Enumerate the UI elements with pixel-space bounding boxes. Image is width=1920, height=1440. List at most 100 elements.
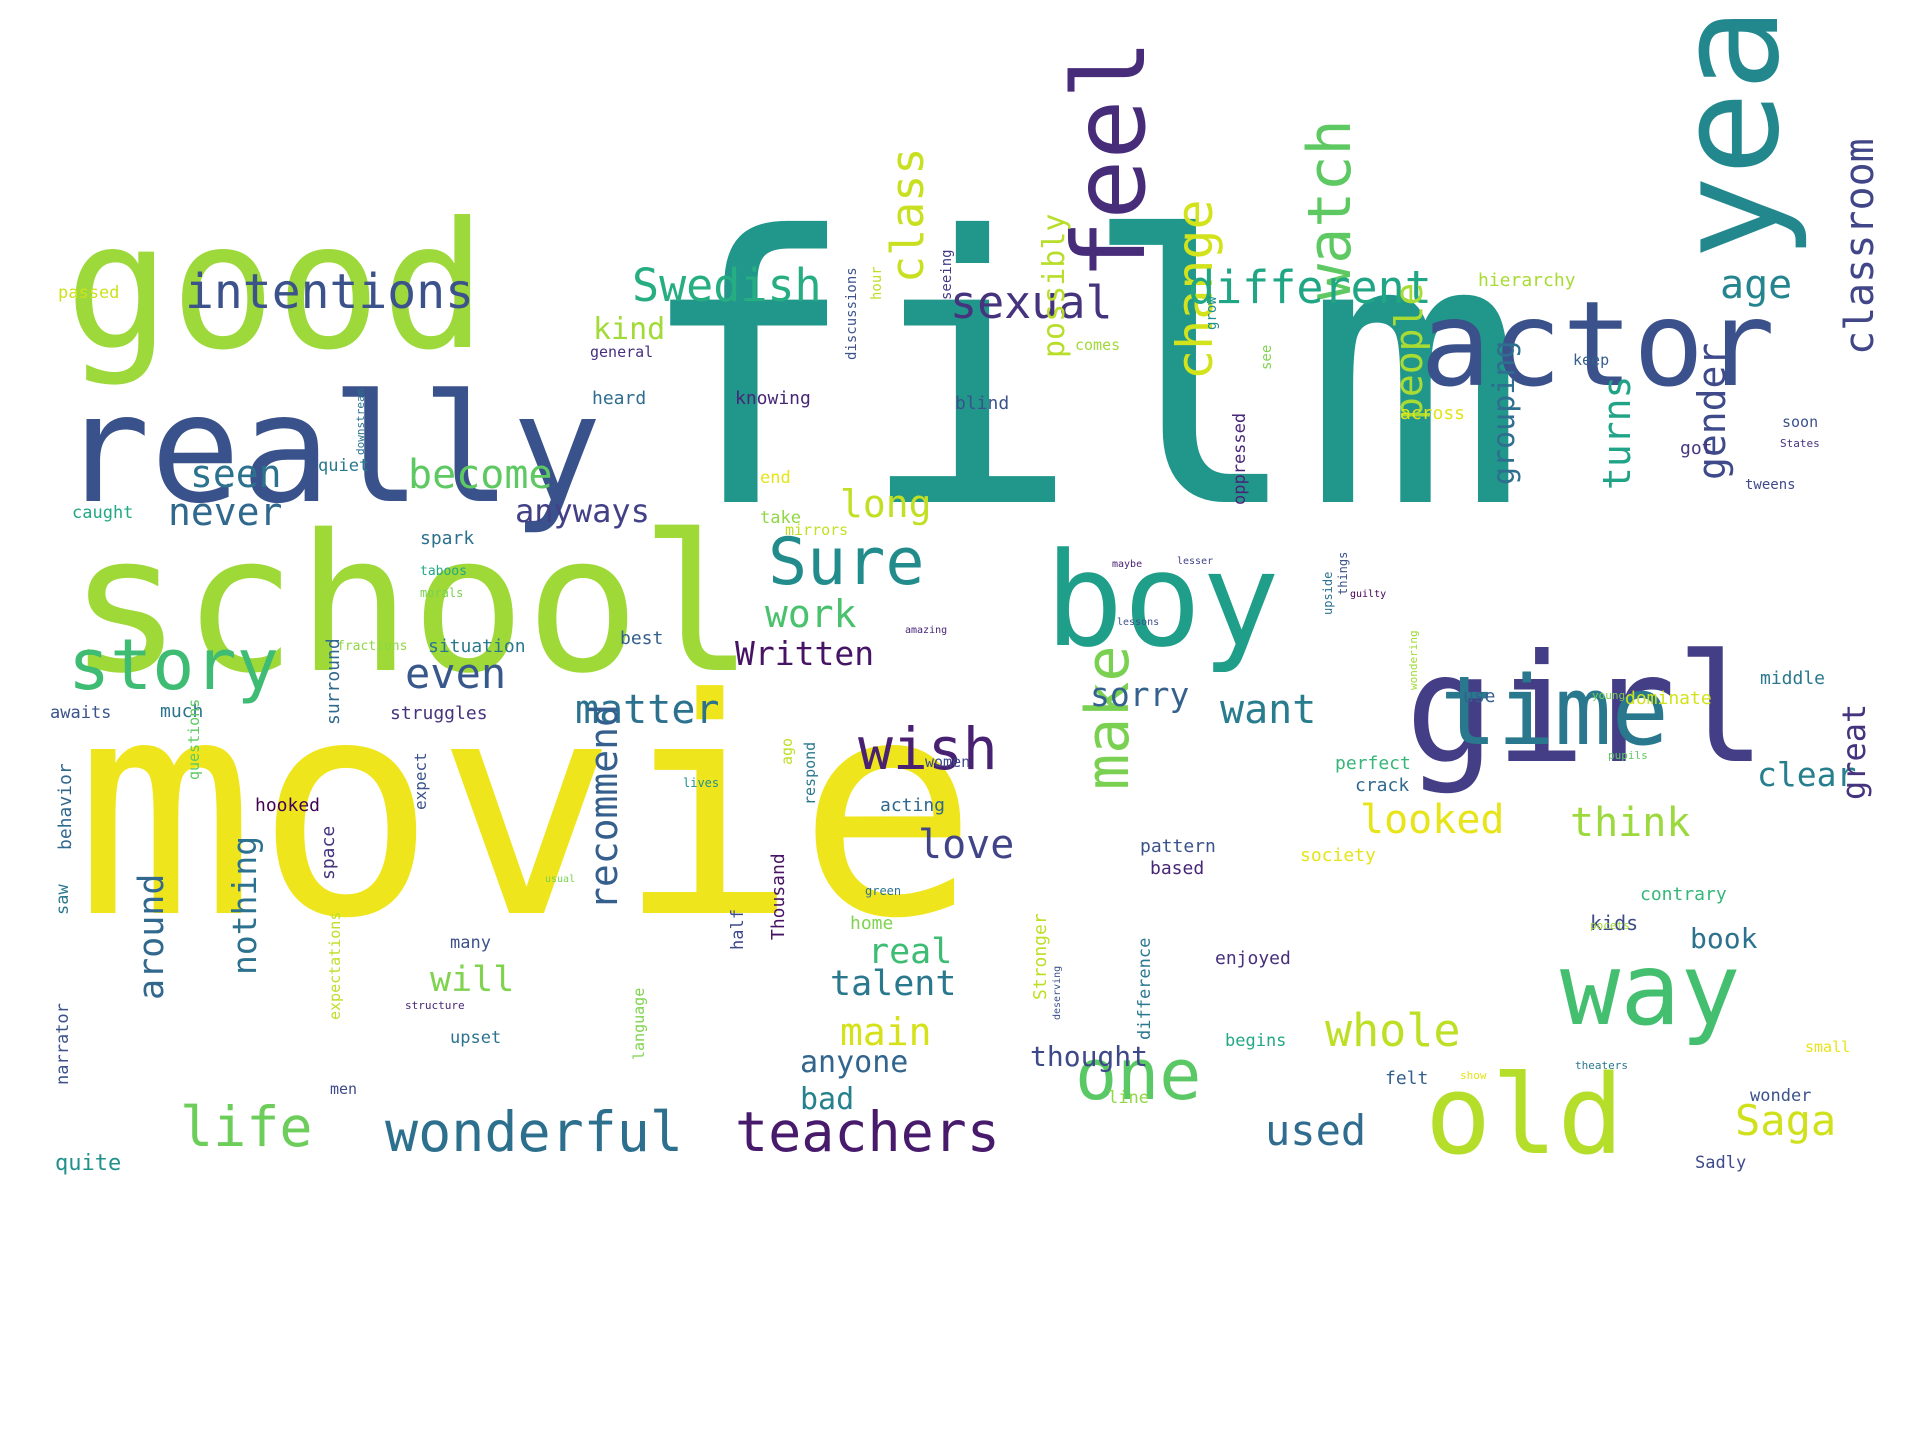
word-written: Written <box>735 634 875 673</box>
word-sure: Sure <box>768 525 925 600</box>
word-old: old <box>1425 1051 1624 1179</box>
word-discussions: discussions <box>844 267 860 360</box>
word-maybe: maybe <box>1112 559 1143 570</box>
word-respond: respond <box>801 741 819 805</box>
word-talent: talent <box>830 964 957 1004</box>
word-wondering: wondering <box>1407 630 1420 690</box>
word-boy: boy <box>1045 524 1280 676</box>
word-intentions: intentions <box>185 264 474 320</box>
word-men: men <box>330 1080 358 1098</box>
word-things: things <box>1336 551 1350 595</box>
word-recommend: recommend <box>582 704 626 910</box>
word-perfect: perfect <box>1335 753 1411 774</box>
word-see: see <box>1259 344 1275 370</box>
word-narrator: narrator <box>53 1003 73 1085</box>
word-hour: hour <box>869 266 885 300</box>
word-acting: acting <box>880 795 946 816</box>
word-struggles: struggles <box>390 703 488 724</box>
word-wonder: wonder <box>1750 1086 1812 1106</box>
word-take: take <box>760 508 801 528</box>
word-think: think <box>1570 800 1691 846</box>
word-difference: difference <box>1135 937 1155 1040</box>
word-main: main <box>840 1010 932 1054</box>
word-society: society <box>1300 845 1376 866</box>
word-across: across <box>1400 403 1466 424</box>
word-deserving: deserving <box>1052 965 1063 1020</box>
word-oppressed: oppressed <box>1230 412 1250 505</box>
word-seen: seen <box>190 452 282 496</box>
word-feel: feel <box>1051 39 1168 280</box>
word-way: way <box>1560 931 1741 1048</box>
word-anyone: anyone <box>800 1045 909 1080</box>
word-expectations: expectations <box>326 911 344 1020</box>
word-never: never <box>168 490 283 534</box>
word-long: long <box>840 482 932 526</box>
word-hooked: hooked <box>255 795 321 816</box>
word-quite: quite <box>55 1151 122 1176</box>
word-home: home <box>850 913 894 934</box>
word-contrary: contrary <box>1640 884 1727 905</box>
word-thousand: Thousand <box>768 853 789 940</box>
word-movie: movie <box>75 635 979 984</box>
word-dominate: dominate <box>1625 688 1712 709</box>
word-class: class <box>881 147 934 283</box>
word-pupils: pupils <box>1608 749 1648 762</box>
word-much: much <box>160 701 204 722</box>
word-many: many <box>450 933 491 953</box>
word-upside: upside <box>1321 571 1335 615</box>
word-looked: looked <box>1360 797 1505 843</box>
word-pattern: pattern <box>1140 836 1216 857</box>
word-comes: comes <box>1075 336 1121 354</box>
word-teachers: teachers <box>735 1100 1000 1164</box>
word-even: even <box>405 649 507 698</box>
word-heard: heard <box>592 388 647 409</box>
word-pocets: pocets <box>1590 919 1630 932</box>
word-story: story <box>68 624 279 706</box>
word-year: year <box>1648 0 1811 260</box>
word-tweens: tweens <box>1745 477 1796 493</box>
word-quiet: quiet <box>318 456 370 476</box>
word-bad: bad <box>800 1082 855 1117</box>
word-downstream: downstream <box>354 388 367 455</box>
word-stronger: Stronger <box>1030 913 1051 1000</box>
word-swedish: Swedish <box>632 259 822 312</box>
word-life: life <box>180 1095 313 1159</box>
word-end: end <box>760 468 791 488</box>
word-questions: questions <box>185 698 203 780</box>
word-different: different <box>1188 261 1432 314</box>
word-love: love <box>918 822 1015 868</box>
word-sexual: sexual <box>950 276 1113 329</box>
word-grow: grow <box>1204 296 1220 330</box>
word-small: small <box>1805 1038 1851 1056</box>
word-structure: structure <box>405 999 465 1012</box>
word-expect: expect <box>411 752 430 810</box>
word-classroom: classroom <box>1837 138 1883 355</box>
word-surround: surround <box>323 638 344 725</box>
word-caught: caught <box>72 503 134 523</box>
word-clear: clear <box>1757 755 1857 794</box>
word-felt: felt <box>1385 1068 1429 1089</box>
word-sorry: sorry <box>1090 675 1190 714</box>
word-women: women <box>925 753 971 771</box>
word-whole: whole <box>1325 1004 1461 1057</box>
word-work: work <box>765 592 857 636</box>
word-wonderful: wonderful <box>385 1100 684 1164</box>
word-middle: middle <box>1760 668 1826 689</box>
word-passed: passed <box>58 283 120 303</box>
word-got: got <box>1680 438 1713 459</box>
word-space: space <box>318 825 339 880</box>
word-use: use <box>1463 686 1496 707</box>
word-knowing: knowing <box>735 388 811 409</box>
word-amazing: amazing <box>905 625 948 636</box>
word-ago: ago <box>778 737 796 765</box>
word-awaits: awaits <box>50 703 112 723</box>
word-want: want <box>1220 687 1317 733</box>
word-turns: turns <box>1595 375 1639 490</box>
word-situation: situation <box>428 636 526 657</box>
word-soon: soon <box>1782 413 1819 431</box>
word-become: become <box>408 452 553 498</box>
word-spark: spark <box>420 528 475 549</box>
word-show: show <box>1460 1069 1487 1082</box>
word-school: school <box>68 494 755 715</box>
